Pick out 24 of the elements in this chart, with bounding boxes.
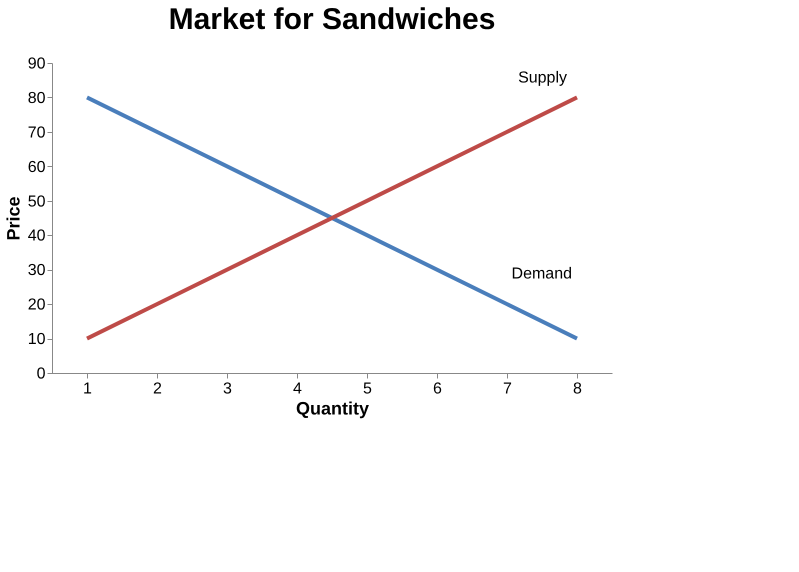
x-tick-label: 7 xyxy=(503,380,512,398)
y-tick-label: 20 xyxy=(28,296,46,314)
x-tick-label: 8 xyxy=(573,380,582,398)
x-tick-label: 3 xyxy=(223,380,232,398)
x-tick-label: 5 xyxy=(363,380,372,398)
y-tick-label: 80 xyxy=(28,90,46,107)
series-label: Supply xyxy=(518,69,567,86)
y-axis-title: Price xyxy=(4,196,24,241)
chart-title: Market for Sandwiches xyxy=(168,3,496,36)
y-tick-label: 0 xyxy=(36,366,46,382)
series-label: Demand xyxy=(512,266,572,283)
y-tick-label: 50 xyxy=(28,193,46,210)
y-tick-label: 70 xyxy=(28,124,46,142)
x-axis-title: Quantity xyxy=(296,398,370,418)
x-tick-label: 4 xyxy=(293,380,302,398)
line-series xyxy=(85,95,579,341)
y-tick-label: 60 xyxy=(28,158,46,176)
y-tick-label: 90 xyxy=(28,56,46,72)
x-tick-label: 1 xyxy=(83,380,92,398)
y-tick-label: 40 xyxy=(28,228,46,245)
y-tick-label: 30 xyxy=(28,262,46,280)
x-tick-label: 6 xyxy=(433,380,442,398)
x-tick-label: 2 xyxy=(153,380,162,398)
y-tick-label: 10 xyxy=(28,331,46,348)
